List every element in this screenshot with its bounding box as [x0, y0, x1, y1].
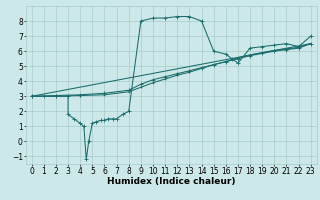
X-axis label: Humidex (Indice chaleur): Humidex (Indice chaleur)	[107, 177, 236, 186]
